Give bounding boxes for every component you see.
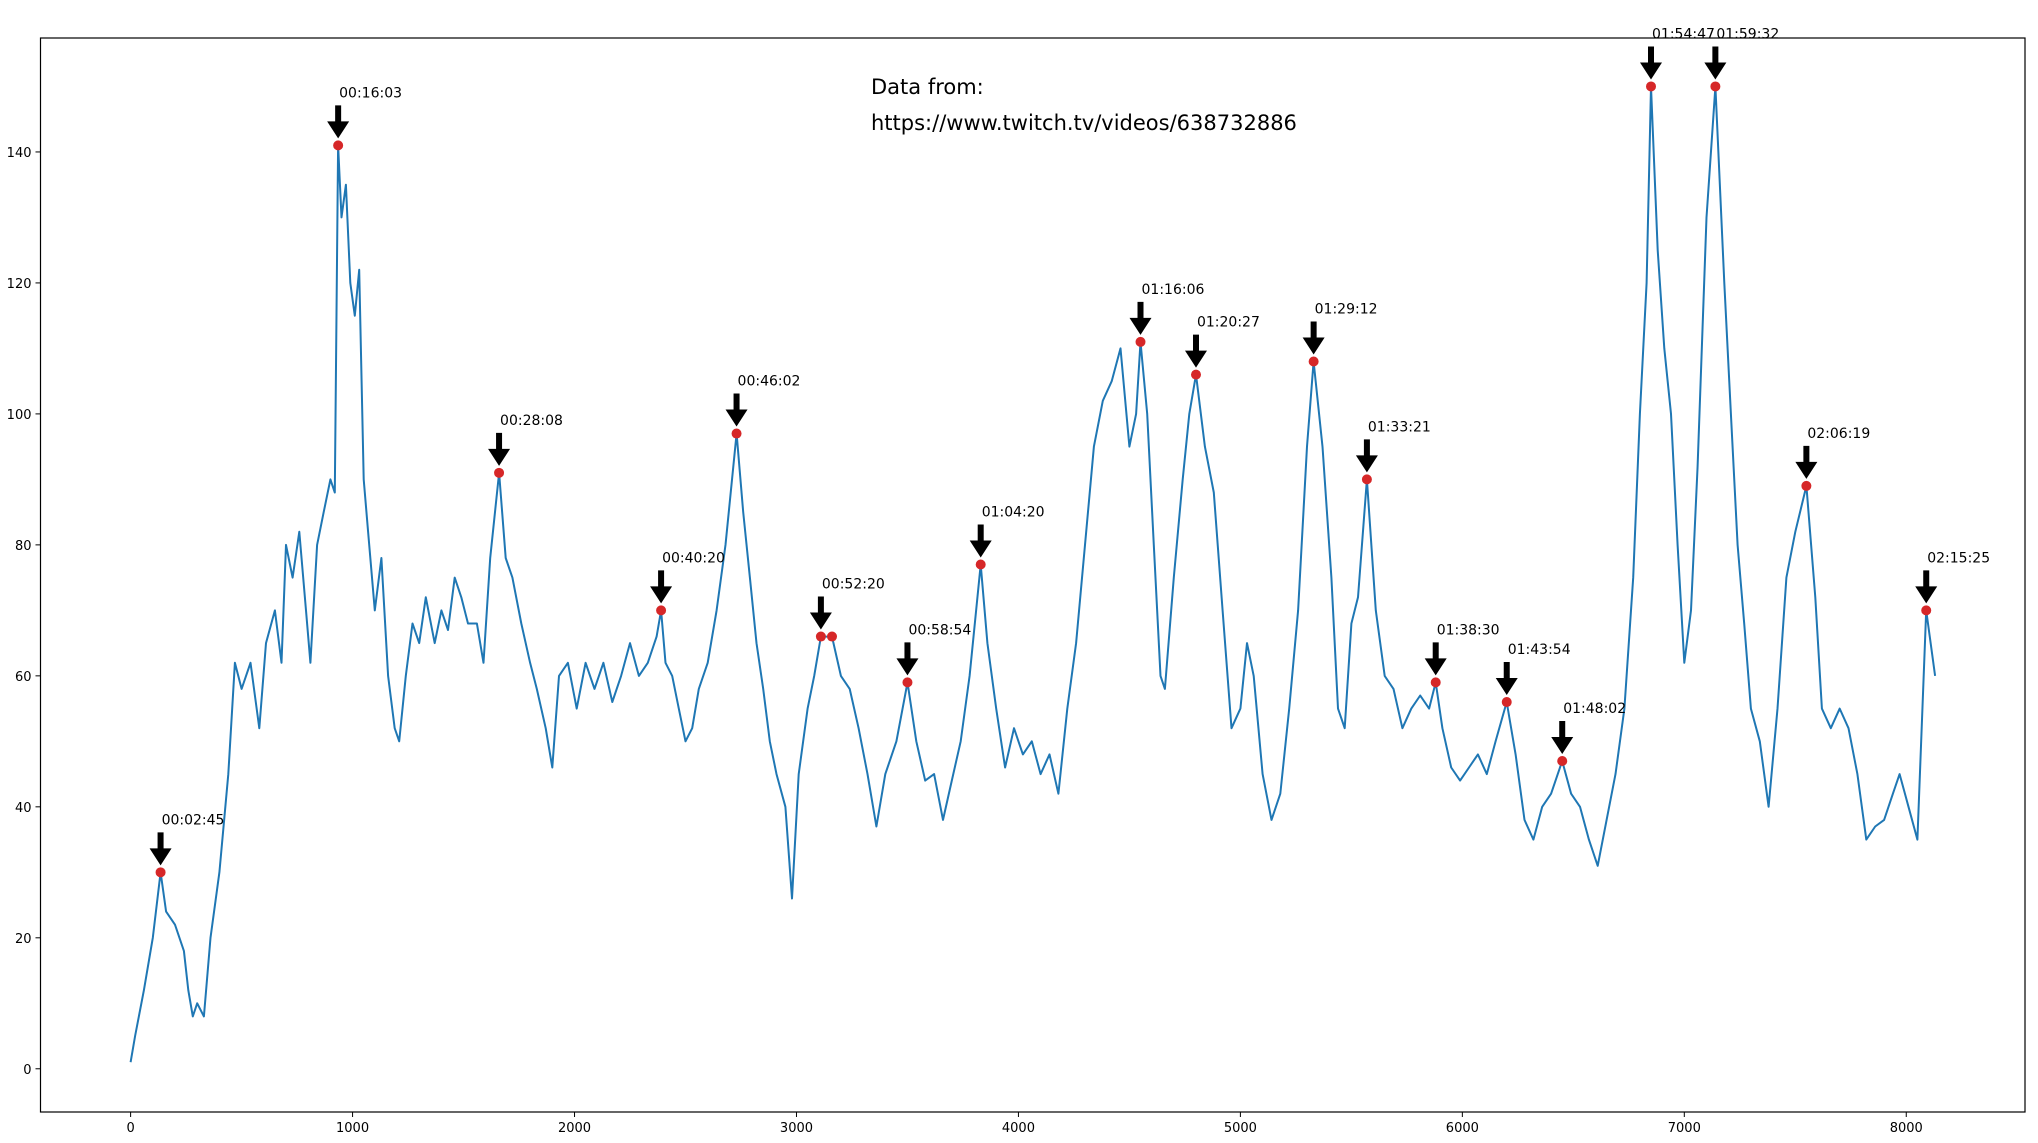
annotation-label: 01:33:21 [1368,419,1431,435]
y-tick-label: 80 [15,539,32,554]
annotation-arrow [488,432,511,466]
peak-marker [1361,474,1372,485]
annotation-label: 01:59:32 [1716,26,1779,42]
annotation-label: 02:15:25 [1927,550,1990,566]
peak-marker [1135,336,1146,347]
x-tick-label: 4000 [1002,1121,1035,1136]
annotation-arrow [1495,662,1518,696]
annotation-arrow [1355,439,1378,473]
y-tick-label: 60 [15,670,32,685]
annotation-arrow [1129,301,1152,335]
annotation-label: 01:16:06 [1142,282,1205,298]
annotation-arrow [725,393,748,427]
x-tick-label: 1000 [336,1121,369,1136]
note-line: https://www.twitch.tv/videos/638732886 [871,111,1297,135]
annotation-label: 00:16:03 [339,85,402,101]
note-line: Data from: [871,75,984,99]
annotation-arrow [1424,642,1447,676]
annotation-arrow [650,570,673,604]
annotation-label: 01:20:27 [1197,315,1260,331]
y-tick-label: 20 [15,932,32,947]
annotation-label: 00:58:54 [908,622,971,638]
x-tick-label: 2000 [558,1121,591,1136]
annotation-arrow [1302,321,1325,355]
annotation-arrow [969,524,992,558]
annotation-label: 01:48:02 [1563,701,1626,717]
peak-marker [1646,81,1657,92]
peak-marker [975,559,986,570]
annotation-arrow [1551,720,1574,754]
annotation-arrow [1795,445,1818,479]
annotation-label: 01:04:20 [982,505,1045,521]
annotation-label: 01:54:47 [1652,26,1715,42]
x-tick-label: 5000 [1224,1121,1257,1136]
peak-marker [1801,480,1812,491]
peak-marker [1190,369,1201,380]
annotation-label: 01:29:12 [1315,302,1378,318]
annotation-label: 00:40:20 [662,550,725,566]
line [129,85,1937,1063]
y-tick-label: 140 [7,146,32,161]
annotation-arrow [327,105,350,139]
annotation-arrow [1704,46,1727,80]
y-tick-label: 0 [23,1063,31,1078]
x-tick-label: 0 [126,1121,134,1136]
annotation-arrow [149,832,172,866]
x-tick-label: 7000 [1668,1121,1701,1136]
peak-marker [656,605,667,616]
annotation-label: 02:06:19 [1807,426,1870,442]
peak-marker [1557,755,1568,766]
peak-marker [731,428,742,439]
x-tick-label: 3000 [780,1121,813,1136]
annotation-label: 00:28:08 [500,413,563,429]
annotation-arrow [809,596,832,630]
peak-marker [1921,605,1932,616]
peak-marker [155,867,166,878]
y-tick-label: 120 [7,277,32,292]
annotation-label: 00:02:45 [162,812,225,828]
peak-marker [1710,81,1721,92]
peak-marker [1308,356,1319,367]
peak-marker [902,677,913,688]
y-tick-label: 40 [15,801,32,816]
annotation-arrow [1640,46,1663,80]
annotation-label: 00:46:02 [738,374,801,390]
peak-marker [333,140,344,151]
annotation-label: 01:38:30 [1437,622,1500,638]
peak-marker [1430,677,1441,688]
x-tick-label: 6000 [1446,1121,1479,1136]
peak-marker [815,631,826,642]
peak-marker [494,467,505,478]
annotation-label: 00:52:20 [822,577,885,593]
annotation-arrow [1915,570,1938,604]
peak-marker [826,631,837,642]
y-tick-label: 100 [7,408,32,423]
peak-marker [1501,697,1512,708]
annotation-label: 01:43:54 [1508,642,1571,658]
annotation-arrow [896,642,919,676]
annotation-arrow [1184,334,1207,368]
plot-frame [39,37,2026,1113]
x-tick-label: 8000 [1890,1121,1923,1136]
